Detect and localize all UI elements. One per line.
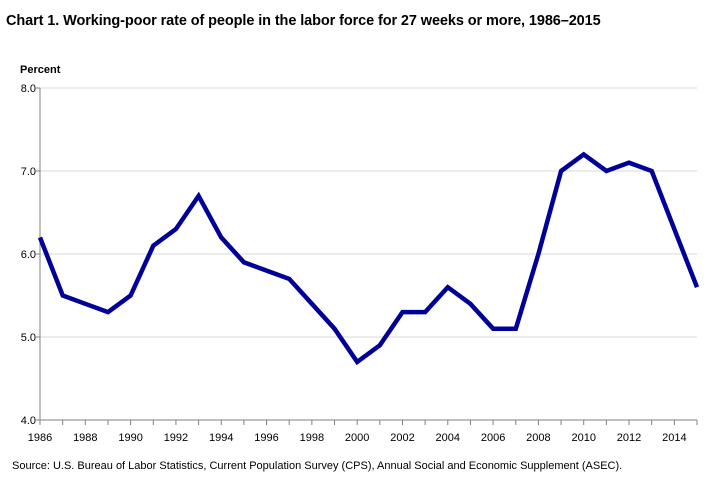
x-tick-label: 2014 [662,432,686,444]
x-tick-label: 2006 [481,432,505,444]
y-tick-label: 5.0 [21,332,36,344]
y-axis-title: Percent [20,64,61,76]
y-tick-label: 6.0 [21,249,36,261]
x-tick-label: 1994 [209,432,233,444]
x-tick-label: 2010 [571,432,595,444]
source-note: Source: U.S. Bureau of Labor Statistics,… [12,460,623,472]
data-series [37,151,700,366]
x-tick-label: 2012 [617,432,641,444]
y-tick-label: 7.0 [21,166,36,178]
x-tick-label: 2002 [390,432,414,444]
y-tick-label: 8.0 [21,83,36,95]
x-tick-label: 1998 [300,432,324,444]
x-tick-label: 2004 [436,432,460,444]
axes [36,87,698,425]
x-tick-label: 1988 [73,432,97,444]
x-tick-label: 1990 [118,432,142,444]
series-line-0 [37,151,700,366]
tick-labels: 4.0 5.0 6.0 7.0 8.0 1986 1988 1990 1992 1994 1996 1… [21,83,687,444]
x-tick-label: 2008 [526,432,550,444]
y-tick-label: 4.0 [21,415,36,427]
chart-title: Chart 1. Working-poor rate of people in … [6,13,601,29]
x-tick-label: 1986 [28,432,52,444]
x-tick-label: 1996 [254,432,278,444]
gridlines [40,87,697,338]
x-tick-label: 2000 [345,432,369,444]
x-tick-label: 1992 [164,432,188,444]
